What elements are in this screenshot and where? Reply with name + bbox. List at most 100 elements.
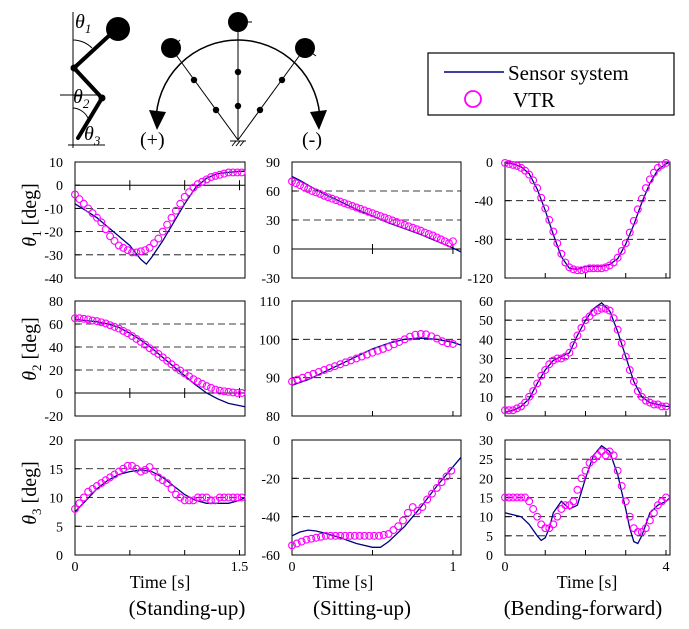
vtr-point (328, 194, 337, 203)
vtr-point (150, 467, 158, 476)
rotation-joints (190, 68, 286, 114)
y-tick-label: 20 (479, 372, 493, 387)
y-tick-label: 10 (479, 511, 493, 526)
vtr-point (533, 184, 542, 193)
vtr-point (597, 447, 606, 456)
vtr-series (71, 461, 246, 513)
theta3-label: θ3 (84, 123, 101, 148)
vtr-point (662, 159, 670, 167)
vtr-point (224, 493, 233, 502)
vtr-point (593, 306, 602, 315)
vtr-series (288, 330, 457, 386)
vtr-point (406, 332, 414, 341)
vtr-point (449, 237, 457, 246)
vtr-point (123, 461, 132, 470)
vtr-point (411, 330, 420, 339)
vtr-point (444, 239, 453, 248)
vtr-point (316, 189, 325, 198)
vtr-point (79, 314, 88, 323)
vtr-point (428, 489, 436, 498)
vtr-point (557, 354, 566, 363)
vtr-series (71, 168, 246, 257)
vtr-point (364, 207, 373, 216)
vtr-point (207, 173, 215, 182)
vtr-point (384, 529, 393, 538)
vtr-series (71, 314, 246, 397)
y-tick-label: 0 (486, 156, 493, 171)
y-tick-label: 10 (479, 391, 493, 406)
vtr-point (438, 337, 447, 346)
plot-frame (291, 300, 462, 417)
vtr-point (228, 388, 237, 397)
vtr-point (97, 318, 106, 327)
chart-panel-1: -40 -30 -20 -10 0 10 (44, 156, 246, 287)
y-tick-label: 0 (56, 387, 63, 402)
plus-label: (+) (140, 129, 165, 151)
vtr-point (296, 181, 304, 190)
vtr-point (321, 531, 330, 540)
vtr-point (549, 520, 558, 529)
vtr-point (363, 350, 371, 359)
vtr-point (348, 202, 357, 210)
vtr-point (233, 168, 242, 177)
y-tick-label: 0 (273, 434, 280, 449)
vtr-point (380, 213, 389, 222)
y-tick-label: 5 (56, 520, 63, 535)
vtr-point (344, 200, 353, 209)
vtr-point (300, 183, 309, 192)
vtr-point (625, 228, 634, 237)
vtr-point (565, 263, 574, 272)
vtr-point (428, 231, 437, 240)
legend: Sensor system VTR (427, 52, 675, 116)
y-tick-label: 30 (479, 434, 493, 449)
y-tick-label: 20 (49, 434, 63, 449)
legend-sensor-label: Sensor system (508, 61, 629, 85)
vtr-point (529, 505, 538, 513)
vtr-point (136, 467, 145, 476)
y-tick-label: -40 (474, 195, 493, 210)
vtr-point (145, 463, 154, 471)
vtr-point (581, 466, 590, 475)
vtr-point (609, 314, 618, 323)
y-tick-label: -40 (44, 272, 63, 287)
vtr-point (597, 304, 606, 313)
vtr-point (145, 243, 154, 252)
vtr-series (501, 159, 670, 275)
vtr-point (597, 264, 606, 273)
vtr-point (533, 512, 542, 521)
vtr-point (307, 534, 316, 543)
vtr-point (292, 179, 300, 188)
y-tick-label: 40 (49, 341, 63, 356)
vtr-point (84, 204, 93, 213)
y-tick-label: -20 (44, 410, 63, 425)
vtr-point (312, 533, 321, 542)
vtr-point (202, 175, 211, 184)
vtr-series (501, 447, 670, 536)
vtr-point (529, 387, 538, 396)
vtr-point (637, 194, 646, 203)
y-tick-label: -120 (467, 272, 493, 287)
vtr-point (549, 227, 558, 236)
xlabel-col1: Time [s] (130, 572, 191, 592)
vtr-point (341, 358, 350, 367)
vtr-point (416, 226, 425, 235)
y-tick-label: 0 (486, 549, 493, 564)
vtr-point (352, 203, 361, 212)
y-tick-label: 15 (479, 492, 493, 507)
vtr-point (605, 306, 614, 315)
vtr-point (589, 264, 598, 273)
vtr-point (320, 366, 329, 374)
vtr-point (325, 364, 334, 373)
vtr-point (613, 466, 622, 475)
vtr-point (525, 170, 534, 179)
vtr-point (621, 352, 630, 361)
vtr-point (525, 392, 534, 401)
vtr-point (154, 234, 163, 243)
vtr-point (365, 531, 374, 540)
knee-joint (98, 94, 106, 102)
vtr-point (193, 180, 202, 188)
y-tick-label: 80 (49, 295, 63, 310)
caption-sitting-up: (Sitting-up) (313, 596, 411, 620)
